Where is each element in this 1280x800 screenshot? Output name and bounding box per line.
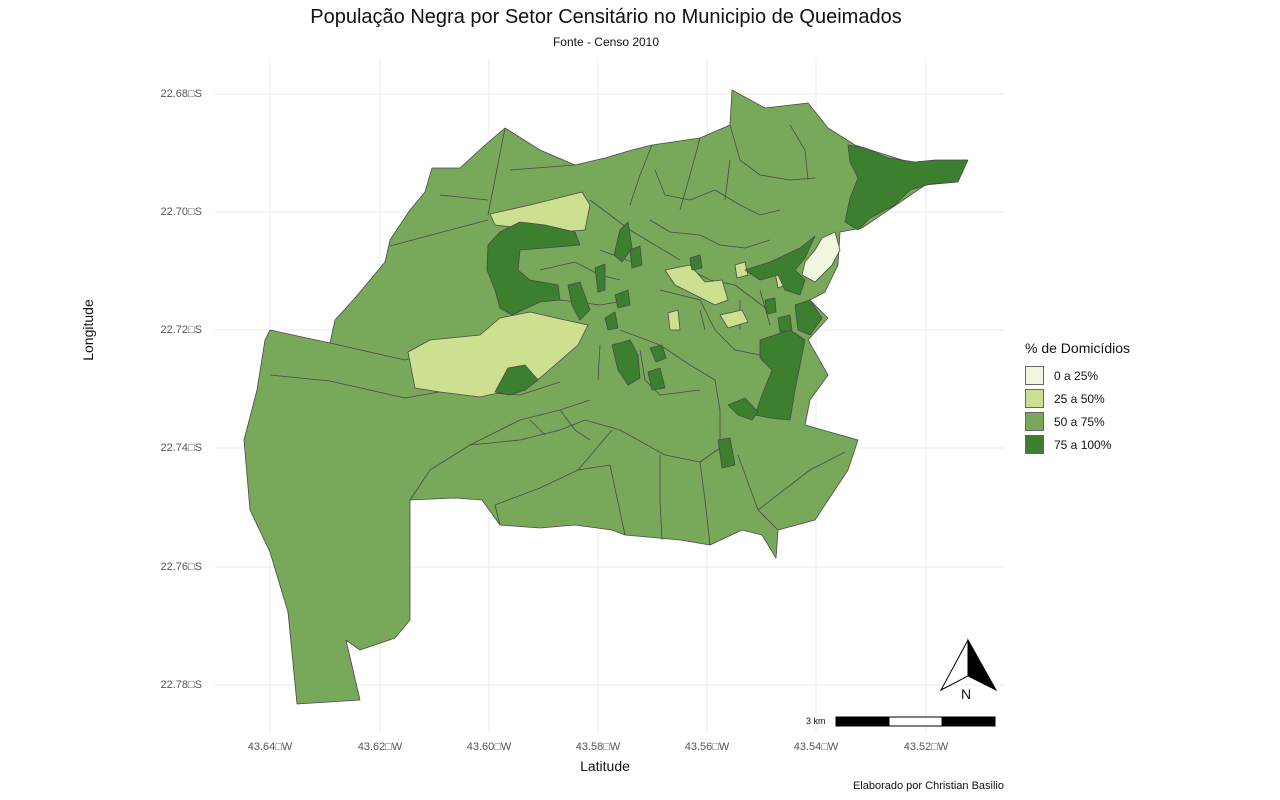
map-subtitle: Fonte - Censo 2010 — [552, 35, 660, 49]
x-tick-label: 43.56□W — [684, 741, 730, 753]
tract-75-100 — [689, 254, 703, 271]
tract-boundary — [757, 451, 846, 511]
y-tick-label: 22.78□S — [160, 679, 202, 691]
census-tracts — [243, 89, 969, 705]
map-title: População Negra por Setor Censitário no … — [310, 6, 902, 28]
y-tick-label: 22.72□S — [160, 324, 202, 336]
tract-boundary — [689, 269, 769, 311]
legend-label: 0 a 25% — [1054, 368, 1099, 383]
y-tick-label: 22.68□S — [160, 88, 202, 100]
tract-75-100 — [629, 245, 643, 269]
legend-swatch — [1025, 435, 1044, 454]
tract-25-50 — [489, 191, 591, 233]
tract-75-100 — [649, 344, 667, 363]
tract-75-100 — [754, 329, 806, 421]
tract-boundary — [439, 127, 576, 216]
tract-boundary — [577, 429, 663, 541]
tract-75-100 — [486, 221, 581, 316]
x-tick-label: 43.60□W — [466, 741, 512, 753]
tract-boundary — [649, 219, 771, 249]
tract-boundary — [654, 169, 781, 216]
legend-title: % de Domicídios — [1025, 340, 1131, 356]
tract-25-50 — [664, 264, 729, 306]
tract-boundary — [494, 464, 626, 536]
tract-boundary — [389, 219, 489, 247]
tract-75-100 — [614, 289, 631, 309]
tract-25-50 — [719, 309, 749, 329]
tract-75-100 — [777, 314, 793, 333]
tract-boundary — [409, 399, 591, 501]
x-tick-label: 43.54□W — [793, 741, 839, 753]
tract-75-100 — [727, 397, 759, 421]
north-arrow-icon — [939, 638, 998, 692]
tract-boundary — [619, 329, 721, 440]
tract-25-50 — [734, 261, 749, 279]
tract-25-50 — [667, 309, 681, 331]
tract-boundary — [469, 419, 721, 463]
tract-75-100 — [794, 299, 823, 336]
legend-label: 50 a 75% — [1054, 414, 1105, 429]
tract-75-100 — [647, 367, 666, 391]
legend-item: 0 a 25% — [1025, 364, 1130, 387]
y-tick-label: 22.70□S — [160, 206, 202, 218]
y-tick-label: 22.74□S — [160, 442, 202, 454]
legend-item: 25 a 50% — [1025, 387, 1130, 410]
tract-75-100 — [494, 364, 539, 396]
x-axis-title: Latitude — [580, 758, 630, 774]
tract-75-100 — [844, 144, 969, 231]
x-tick-label: 43.52□W — [903, 741, 949, 753]
x-tick-label: 43.64□W — [247, 741, 293, 753]
tract-boundary — [529, 409, 591, 441]
tract-75-100 — [744, 235, 816, 296]
tract-0-25 — [801, 231, 841, 283]
legend-label: 25 a 50% — [1054, 391, 1105, 406]
tract-75-100 — [567, 281, 591, 321]
tract-75-100 — [604, 311, 619, 331]
legend-item: 75 a 100% — [1025, 433, 1130, 456]
scale-bar-label: 3 km — [806, 716, 826, 726]
legend-swatch — [1025, 412, 1044, 431]
legend-label: 75 a 100% — [1054, 437, 1112, 452]
x-tick-label: 43.62□W — [357, 741, 403, 753]
tract-boundary — [729, 124, 816, 181]
tract-25-50 — [407, 311, 589, 398]
legend: % de Domicídios 0 a 25% 25 a 50% 50 a 75… — [1025, 340, 1130, 456]
tract-75-100 — [594, 263, 606, 293]
tract-75-100 — [717, 437, 736, 469]
tract-75-100 — [611, 339, 641, 386]
x-tick-label: 43.58□W — [575, 741, 621, 753]
tract-boundary — [269, 374, 561, 399]
legend-item: 50 a 75% — [1025, 410, 1130, 433]
y-axis-title: Longitude — [80, 299, 96, 361]
map-caption: Elaborado por Christian Basilio — [852, 780, 1004, 792]
legend-swatch — [1025, 389, 1044, 408]
tract-75-100 — [764, 297, 777, 315]
tract-75-100 — [613, 221, 633, 263]
legend-swatch — [1025, 366, 1044, 385]
scale-bar — [835, 716, 996, 727]
north-arrow-label: N — [961, 686, 972, 702]
y-tick-label: 22.76□S — [160, 561, 202, 573]
